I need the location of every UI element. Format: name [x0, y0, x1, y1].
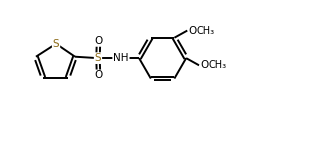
Text: CH₃: CH₃ — [208, 60, 227, 70]
Text: NH: NH — [113, 53, 129, 63]
Text: O: O — [201, 60, 209, 70]
Text: O: O — [95, 36, 103, 46]
Text: CH₃: CH₃ — [197, 26, 215, 36]
Text: O: O — [95, 70, 103, 80]
Text: S: S — [95, 53, 101, 63]
Text: S: S — [53, 39, 59, 49]
Text: O: O — [189, 26, 197, 36]
